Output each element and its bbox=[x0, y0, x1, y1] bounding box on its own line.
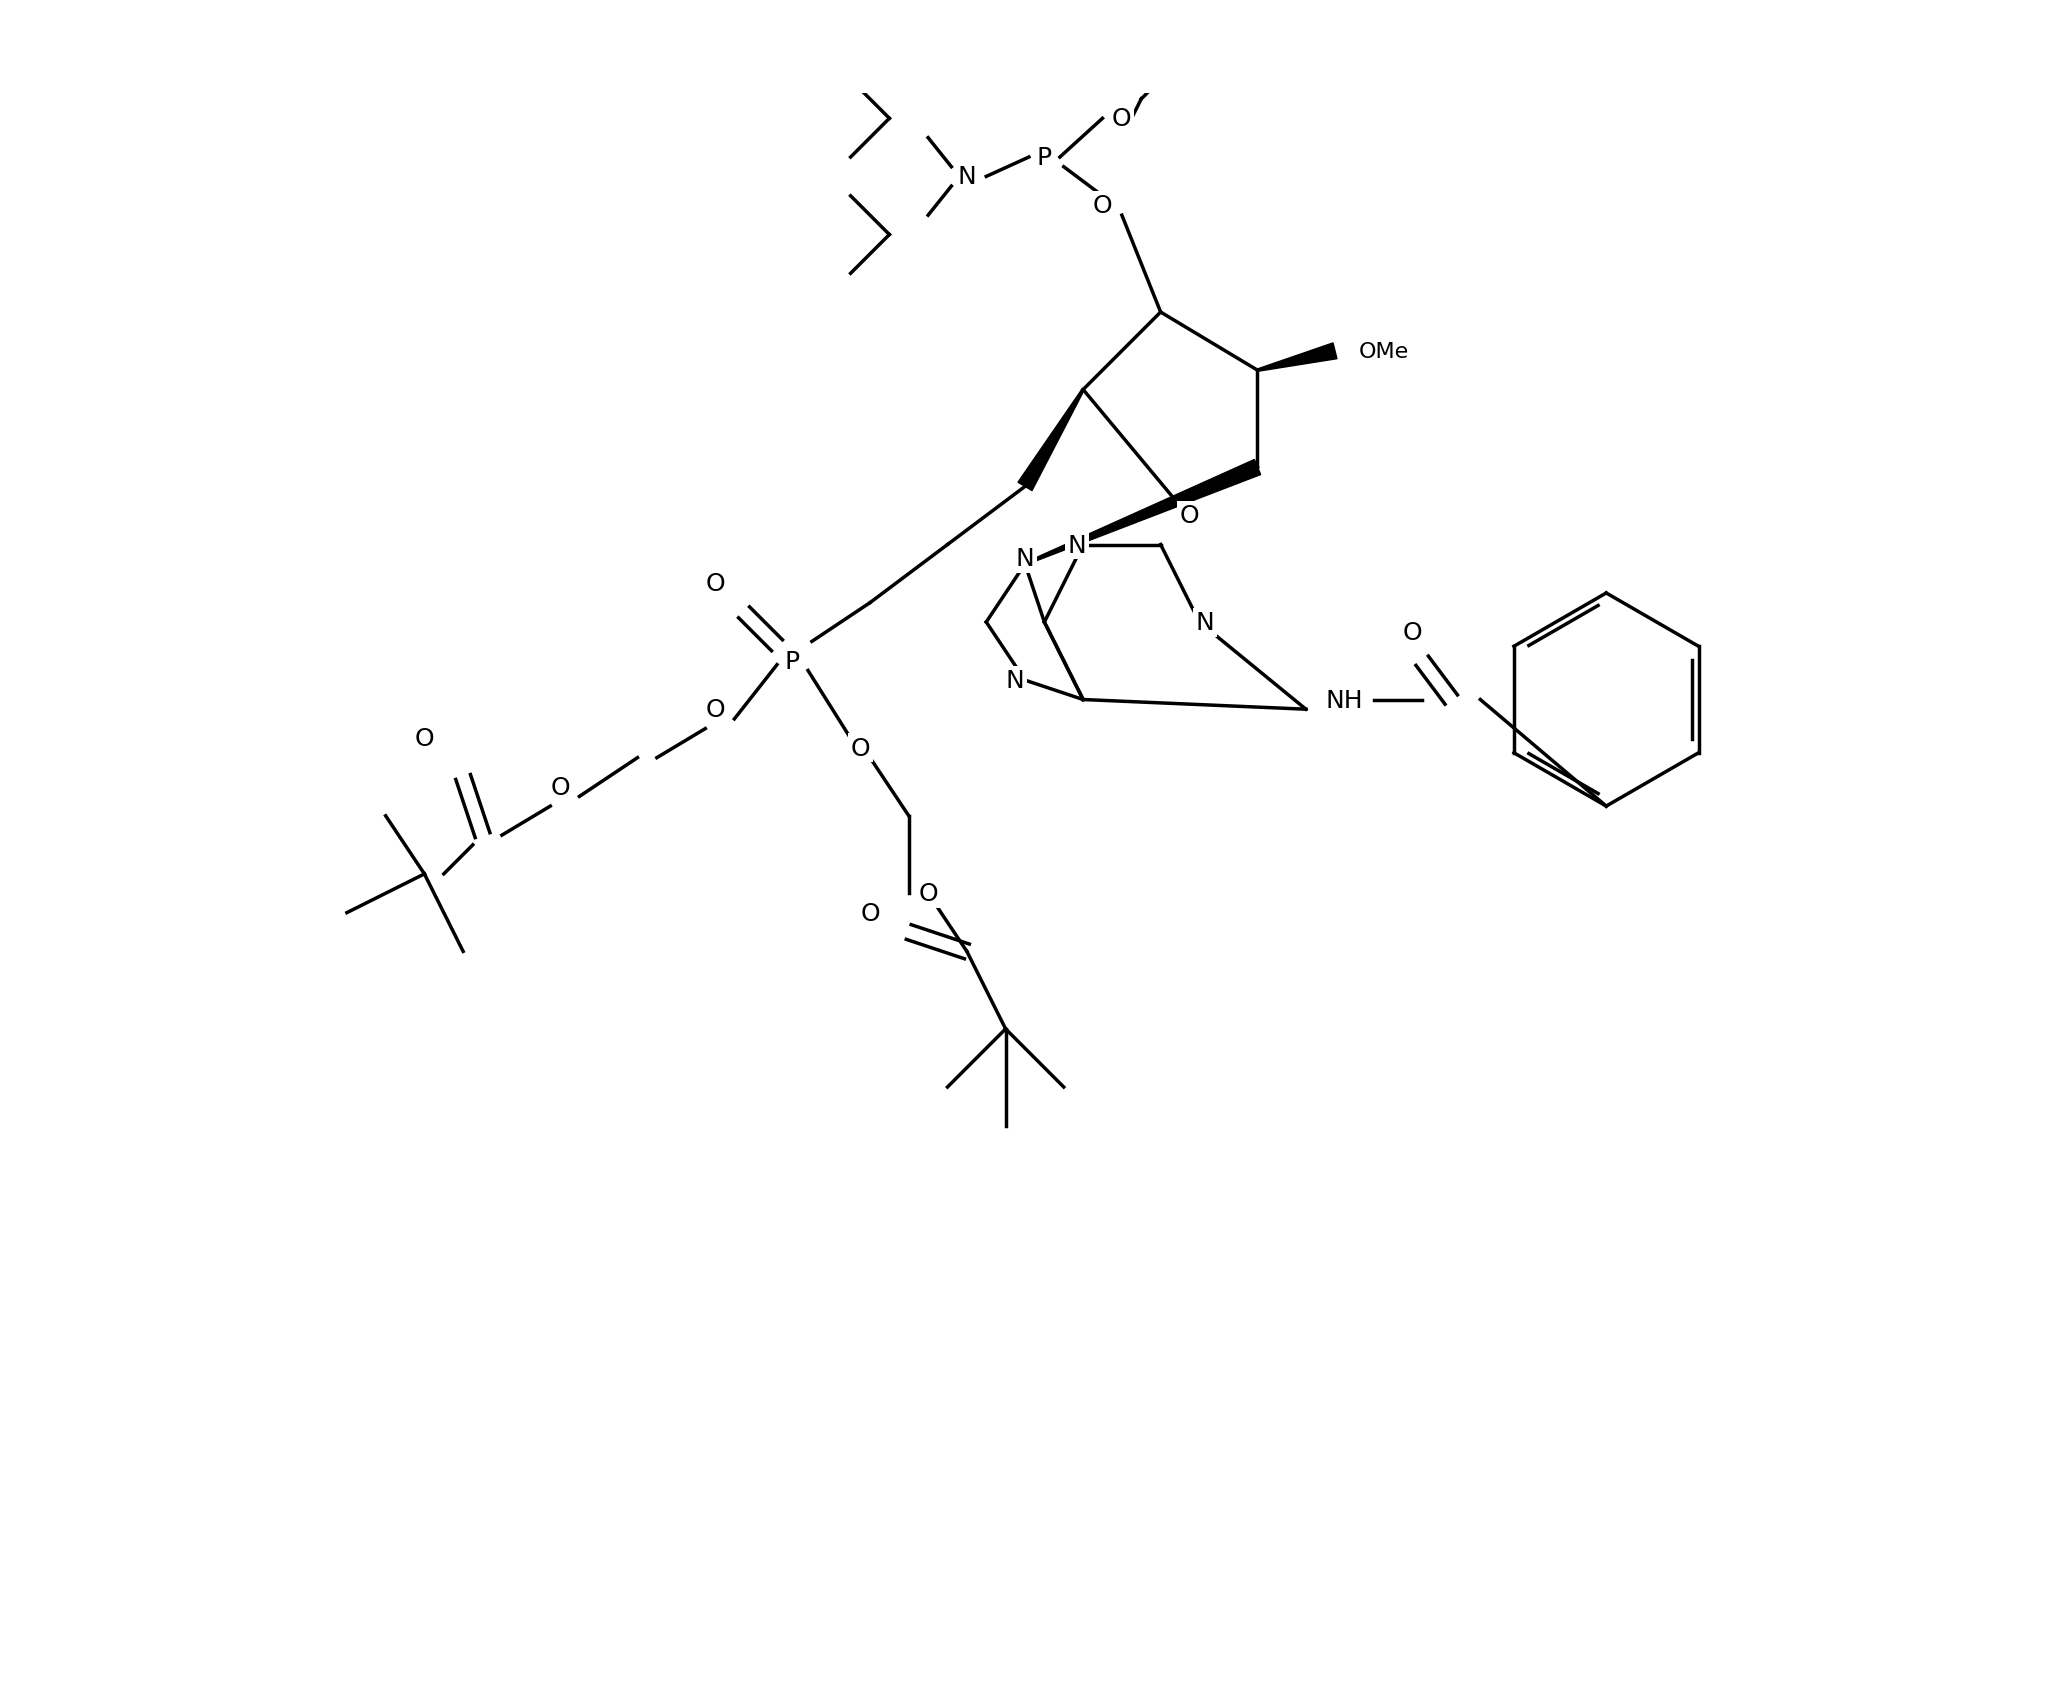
Polygon shape bbox=[1019, 389, 1084, 492]
Text: O: O bbox=[1111, 108, 1132, 131]
Text: O: O bbox=[549, 775, 570, 799]
Text: O: O bbox=[851, 736, 869, 761]
Text: N: N bbox=[957, 166, 976, 189]
Text: N: N bbox=[1238, 0, 1257, 5]
Text: O: O bbox=[1402, 620, 1423, 644]
Polygon shape bbox=[1257, 343, 1337, 372]
Text: O: O bbox=[705, 698, 726, 722]
Text: OMe: OMe bbox=[1359, 341, 1408, 362]
Text: O: O bbox=[414, 727, 435, 751]
Text: N: N bbox=[1015, 546, 1035, 570]
Text: P: P bbox=[1037, 147, 1052, 171]
Text: P: P bbox=[785, 649, 800, 673]
Polygon shape bbox=[1025, 461, 1261, 565]
Text: N: N bbox=[1007, 669, 1025, 693]
Text: O: O bbox=[1093, 195, 1113, 218]
Text: NH: NH bbox=[1326, 688, 1363, 712]
Text: O: O bbox=[1181, 504, 1199, 527]
Text: N: N bbox=[1195, 611, 1214, 635]
Text: N: N bbox=[1068, 533, 1086, 556]
Text: O: O bbox=[918, 883, 939, 906]
Text: O: O bbox=[705, 572, 726, 596]
Text: O: O bbox=[861, 901, 879, 925]
